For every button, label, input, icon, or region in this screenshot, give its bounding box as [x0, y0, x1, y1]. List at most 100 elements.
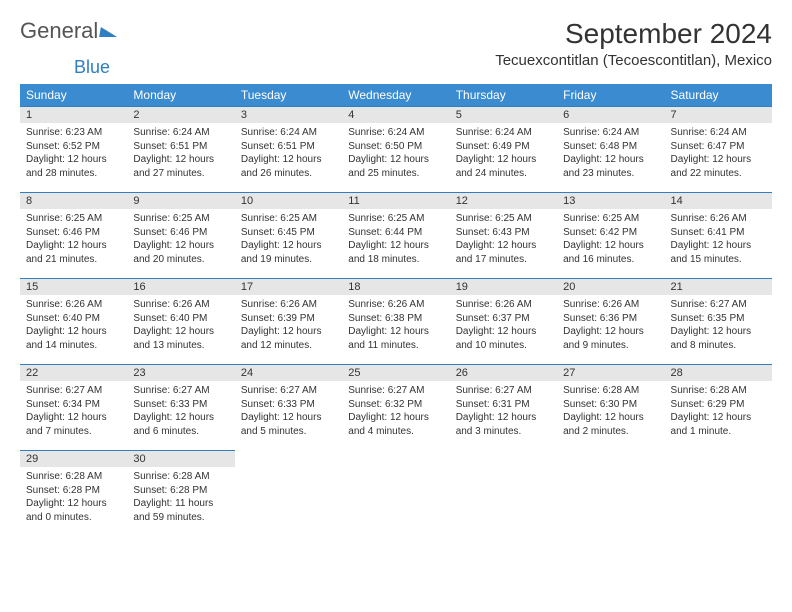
calendar-table: Sunday Monday Tuesday Wednesday Thursday…: [20, 84, 772, 536]
col-wednesday: Wednesday: [342, 84, 449, 106]
col-friday: Friday: [557, 84, 664, 106]
day-number: 16: [127, 278, 234, 295]
day-text: Sunrise: 6:26 AMSunset: 6:38 PMDaylight:…: [342, 295, 449, 356]
calendar-cell: 5Sunrise: 6:24 AMSunset: 6:49 PMDaylight…: [450, 106, 557, 192]
calendar-cell: [235, 450, 342, 536]
day-number: 23: [127, 364, 234, 381]
day-text: Sunrise: 6:25 AMSunset: 6:44 PMDaylight:…: [342, 209, 449, 270]
calendar-cell: 2Sunrise: 6:24 AMSunset: 6:51 PMDaylight…: [127, 106, 234, 192]
day-text: Sunrise: 6:27 AMSunset: 6:34 PMDaylight:…: [20, 381, 127, 442]
day-number: 26: [450, 364, 557, 381]
day-text: Sunrise: 6:25 AMSunset: 6:43 PMDaylight:…: [450, 209, 557, 270]
day-number: 24: [235, 364, 342, 381]
day-number: 27: [557, 364, 664, 381]
calendar-cell: 26Sunrise: 6:27 AMSunset: 6:31 PMDayligh…: [450, 364, 557, 450]
day-number: 7: [665, 106, 772, 123]
day-number: 15: [20, 278, 127, 295]
day-number: 10: [235, 192, 342, 209]
month-title: September 2024: [495, 18, 772, 50]
calendar-cell: 28Sunrise: 6:28 AMSunset: 6:29 PMDayligh…: [665, 364, 772, 450]
calendar-cell: 12Sunrise: 6:25 AMSunset: 6:43 PMDayligh…: [450, 192, 557, 278]
day-number: 30: [127, 450, 234, 467]
day-text: Sunrise: 6:25 AMSunset: 6:46 PMDaylight:…: [20, 209, 127, 270]
calendar-cell: 11Sunrise: 6:25 AMSunset: 6:44 PMDayligh…: [342, 192, 449, 278]
day-number: 3: [235, 106, 342, 123]
calendar-cell: [450, 450, 557, 536]
day-number: 28: [665, 364, 772, 381]
day-number: 29: [20, 450, 127, 467]
day-number: 6: [557, 106, 664, 123]
calendar-cell: 22Sunrise: 6:27 AMSunset: 6:34 PMDayligh…: [20, 364, 127, 450]
day-number: 25: [342, 364, 449, 381]
calendar-cell: 30Sunrise: 6:28 AMSunset: 6:28 PMDayligh…: [127, 450, 234, 536]
calendar-cell: 19Sunrise: 6:26 AMSunset: 6:37 PMDayligh…: [450, 278, 557, 364]
calendar-cell: 10Sunrise: 6:25 AMSunset: 6:45 PMDayligh…: [235, 192, 342, 278]
calendar-cell: 23Sunrise: 6:27 AMSunset: 6:33 PMDayligh…: [127, 364, 234, 450]
day-text: Sunrise: 6:28 AMSunset: 6:30 PMDaylight:…: [557, 381, 664, 442]
calendar-cell: 21Sunrise: 6:27 AMSunset: 6:35 PMDayligh…: [665, 278, 772, 364]
logo-text-2-wrap: Blue: [74, 57, 792, 78]
day-text: Sunrise: 6:25 AMSunset: 6:42 PMDaylight:…: [557, 209, 664, 270]
logo-text-1: General: [20, 18, 98, 44]
day-text: Sunrise: 6:26 AMSunset: 6:36 PMDaylight:…: [557, 295, 664, 356]
day-text: Sunrise: 6:23 AMSunset: 6:52 PMDaylight:…: [20, 123, 127, 184]
calendar-cell: 1Sunrise: 6:23 AMSunset: 6:52 PMDaylight…: [20, 106, 127, 192]
day-text: Sunrise: 6:26 AMSunset: 6:39 PMDaylight:…: [235, 295, 342, 356]
col-monday: Monday: [127, 84, 234, 106]
calendar-cell: [342, 450, 449, 536]
calendar-cell: 27Sunrise: 6:28 AMSunset: 6:30 PMDayligh…: [557, 364, 664, 450]
day-text: Sunrise: 6:24 AMSunset: 6:48 PMDaylight:…: [557, 123, 664, 184]
calendar-row: 15Sunrise: 6:26 AMSunset: 6:40 PMDayligh…: [20, 278, 772, 364]
day-text: Sunrise: 6:25 AMSunset: 6:45 PMDaylight:…: [235, 209, 342, 270]
day-text: Sunrise: 6:24 AMSunset: 6:51 PMDaylight:…: [127, 123, 234, 184]
day-number: 4: [342, 106, 449, 123]
day-number: 2: [127, 106, 234, 123]
day-number: 20: [557, 278, 664, 295]
calendar-cell: 6Sunrise: 6:24 AMSunset: 6:48 PMDaylight…: [557, 106, 664, 192]
calendar-cell: 8Sunrise: 6:25 AMSunset: 6:46 PMDaylight…: [20, 192, 127, 278]
day-number: 19: [450, 278, 557, 295]
calendar-cell: 16Sunrise: 6:26 AMSunset: 6:40 PMDayligh…: [127, 278, 234, 364]
day-text: Sunrise: 6:27 AMSunset: 6:31 PMDaylight:…: [450, 381, 557, 442]
day-text: Sunrise: 6:28 AMSunset: 6:28 PMDaylight:…: [20, 467, 127, 528]
calendar-cell: 20Sunrise: 6:26 AMSunset: 6:36 PMDayligh…: [557, 278, 664, 364]
calendar-cell: [665, 450, 772, 536]
calendar-row: 8Sunrise: 6:25 AMSunset: 6:46 PMDaylight…: [20, 192, 772, 278]
day-text: Sunrise: 6:27 AMSunset: 6:33 PMDaylight:…: [235, 381, 342, 442]
calendar-cell: 7Sunrise: 6:24 AMSunset: 6:47 PMDaylight…: [665, 106, 772, 192]
calendar-row: 22Sunrise: 6:27 AMSunset: 6:34 PMDayligh…: [20, 364, 772, 450]
calendar-cell: 24Sunrise: 6:27 AMSunset: 6:33 PMDayligh…: [235, 364, 342, 450]
day-text: Sunrise: 6:26 AMSunset: 6:37 PMDaylight:…: [450, 295, 557, 356]
day-text: Sunrise: 6:27 AMSunset: 6:32 PMDaylight:…: [342, 381, 449, 442]
day-text: Sunrise: 6:24 AMSunset: 6:49 PMDaylight:…: [450, 123, 557, 184]
calendar-cell: 18Sunrise: 6:26 AMSunset: 6:38 PMDayligh…: [342, 278, 449, 364]
calendar-row: 29Sunrise: 6:28 AMSunset: 6:28 PMDayligh…: [20, 450, 772, 536]
day-number: 1: [20, 106, 127, 123]
day-number: 8: [20, 192, 127, 209]
calendar-cell: 13Sunrise: 6:25 AMSunset: 6:42 PMDayligh…: [557, 192, 664, 278]
day-number: 5: [450, 106, 557, 123]
day-text: Sunrise: 6:26 AMSunset: 6:41 PMDaylight:…: [665, 209, 772, 270]
day-number: 11: [342, 192, 449, 209]
day-text: Sunrise: 6:27 AMSunset: 6:35 PMDaylight:…: [665, 295, 772, 356]
logo: General: [20, 18, 118, 44]
calendar-cell: 29Sunrise: 6:28 AMSunset: 6:28 PMDayligh…: [20, 450, 127, 536]
day-number: 9: [127, 192, 234, 209]
calendar-cell: 25Sunrise: 6:27 AMSunset: 6:32 PMDayligh…: [342, 364, 449, 450]
col-tuesday: Tuesday: [235, 84, 342, 106]
day-number: 18: [342, 278, 449, 295]
calendar-cell: [557, 450, 664, 536]
logo-triangle-icon: [99, 27, 119, 37]
day-text: Sunrise: 6:24 AMSunset: 6:47 PMDaylight:…: [665, 123, 772, 184]
day-text: Sunrise: 6:28 AMSunset: 6:29 PMDaylight:…: [665, 381, 772, 442]
calendar-cell: 15Sunrise: 6:26 AMSunset: 6:40 PMDayligh…: [20, 278, 127, 364]
calendar-body: 1Sunrise: 6:23 AMSunset: 6:52 PMDaylight…: [20, 106, 772, 536]
day-text: Sunrise: 6:26 AMSunset: 6:40 PMDaylight:…: [127, 295, 234, 356]
calendar-cell: 9Sunrise: 6:25 AMSunset: 6:46 PMDaylight…: [127, 192, 234, 278]
calendar-row: 1Sunrise: 6:23 AMSunset: 6:52 PMDaylight…: [20, 106, 772, 192]
calendar-cell: 3Sunrise: 6:24 AMSunset: 6:51 PMDaylight…: [235, 106, 342, 192]
header-row: Sunday Monday Tuesday Wednesday Thursday…: [20, 84, 772, 106]
logo-text-2: Blue: [74, 57, 110, 77]
day-text: Sunrise: 6:24 AMSunset: 6:51 PMDaylight:…: [235, 123, 342, 184]
day-number: 12: [450, 192, 557, 209]
